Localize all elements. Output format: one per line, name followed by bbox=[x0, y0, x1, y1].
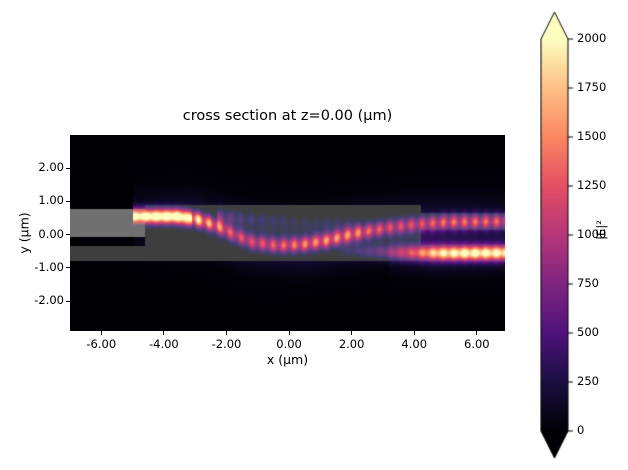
x-tick-mark bbox=[288, 331, 290, 335]
x-tick-label: 2.00 bbox=[338, 337, 365, 351]
x-tick-label: -2.00 bbox=[211, 337, 242, 351]
y-tick-label: 2.00 bbox=[38, 160, 64, 175]
x-tick-mark bbox=[163, 331, 165, 335]
y-axis-label: y (μm) bbox=[16, 212, 32, 254]
colorbar-tick-label: 750 bbox=[577, 276, 599, 290]
colorbar-canvas bbox=[540, 11, 574, 459]
colorbar-tick-label: 1750 bbox=[577, 80, 607, 94]
colorbar-label: |E|² bbox=[594, 220, 608, 240]
x-tick-label: 6.00 bbox=[464, 337, 490, 351]
y-tick-label: -1.00 bbox=[34, 259, 64, 274]
chart-title: cross section at z=0.00 (μm) bbox=[182, 108, 393, 124]
x-tick-label: -6.00 bbox=[86, 337, 117, 351]
y-tick-label: 1.00 bbox=[38, 193, 64, 208]
colorbar-tick-label: 250 bbox=[577, 374, 599, 388]
colorbar-tick-label: 1250 bbox=[577, 178, 607, 192]
y-tick-label: -2.00 bbox=[34, 293, 64, 308]
colorbar-tick-label: 500 bbox=[577, 325, 599, 339]
x-tick-mark bbox=[413, 331, 415, 335]
colorbar-tick-label: 2000 bbox=[577, 31, 607, 45]
x-tick-mark bbox=[351, 331, 353, 335]
x-tick-mark bbox=[100, 331, 102, 335]
colorbar-tick-label: 0 bbox=[577, 423, 585, 437]
x-tick-label: -4.00 bbox=[148, 337, 179, 351]
heatmap-canvas bbox=[70, 135, 505, 331]
x-tick-mark bbox=[476, 331, 478, 335]
x-tick-mark bbox=[225, 331, 227, 335]
colorbar-tick-label: 1500 bbox=[577, 129, 607, 143]
x-tick-label: 4.00 bbox=[401, 337, 428, 351]
x-tick-label: 0.00 bbox=[276, 337, 302, 351]
x-axis-label: x (μm) bbox=[266, 352, 309, 367]
